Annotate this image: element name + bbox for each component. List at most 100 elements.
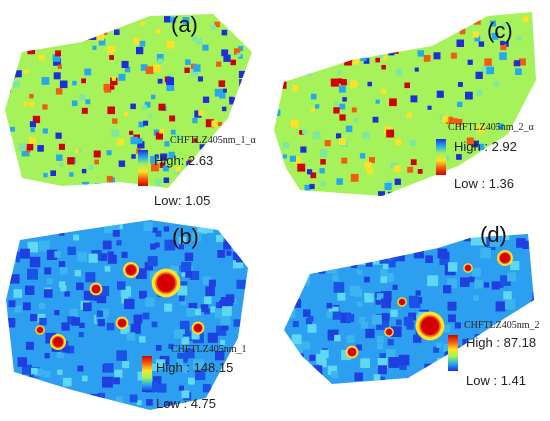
raster-cell	[282, 154, 287, 159]
raster-cell	[6, 318, 16, 328]
raster-cell	[531, 309, 534, 320]
raster-cell	[499, 52, 507, 60]
raster-cell	[38, 240, 50, 252]
raster-cell	[15, 51, 20, 56]
raster-cell	[431, 378, 439, 384]
raster-cell	[320, 159, 326, 165]
raster-cell	[332, 274, 339, 281]
raster-cell	[304, 252, 311, 259]
legend-a-layer-name: CHFTLZ405nm_1_α	[170, 135, 256, 146]
raster-cell	[241, 153, 247, 159]
raster-cell	[341, 157, 348, 164]
raster-cell	[291, 276, 297, 283]
raster-cell	[289, 234, 295, 239]
raster-cell	[56, 351, 64, 359]
raster-cell	[284, 351, 295, 363]
raster-cell	[404, 82, 410, 89]
map-panel-a	[5, 14, 261, 188]
raster-cell	[166, 77, 174, 85]
raster-cell	[445, 235, 451, 241]
raster-cell	[85, 272, 96, 283]
raster-cell	[442, 324, 451, 333]
raster-cell	[150, 243, 157, 250]
raster-cell	[79, 33, 87, 41]
raster-cell	[472, 267, 481, 277]
raster-cell	[226, 299, 234, 306]
raster-cell	[59, 266, 68, 275]
raster-cell	[50, 170, 56, 176]
raster-cell	[155, 132, 163, 140]
raster-cell	[236, 52, 241, 57]
raster-cell	[221, 49, 229, 57]
raster-cell	[532, 291, 534, 301]
raster-cell	[25, 341, 34, 350]
legend-b-color-ramp	[142, 356, 152, 392]
raster-cell	[116, 350, 127, 361]
raster-cell	[242, 178, 250, 186]
hotspot	[348, 348, 356, 356]
raster-cell	[299, 275, 311, 286]
raster-cell	[286, 309, 296, 319]
legend-b-high: High : 148.15	[156, 360, 234, 375]
raster-cell	[100, 308, 109, 317]
raster-cell	[417, 169, 423, 174]
raster-cell	[117, 138, 124, 146]
raster-cell	[37, 145, 44, 152]
raster-cell	[414, 67, 419, 72]
raster-cell	[495, 362, 503, 371]
raster-cell	[85, 99, 91, 105]
raster-cell	[25, 285, 35, 295]
raster-cell	[304, 21, 309, 27]
raster-cell	[309, 183, 315, 190]
raster-cell	[221, 29, 228, 36]
raster-cell	[89, 33, 97, 40]
raster-cell	[229, 96, 234, 102]
raster-cell	[72, 413, 82, 421]
raster-cell	[46, 249, 58, 260]
raster-cell	[384, 182, 392, 191]
raster-cell	[343, 21, 350, 28]
raster-cell	[79, 94, 86, 101]
raster-cell	[464, 234, 471, 242]
raster-cell	[121, 60, 129, 68]
raster-cell	[55, 50, 61, 57]
raster-cell	[111, 76, 116, 81]
raster-cell	[244, 165, 250, 171]
raster-cell	[30, 314, 38, 322]
raster-cell	[145, 66, 154, 75]
raster-cell	[180, 299, 186, 306]
raster-cell	[250, 34, 252, 41]
raster-cell	[158, 103, 166, 111]
raster-cell	[437, 358, 445, 365]
raster-cell	[521, 309, 527, 315]
raster-cell	[522, 16, 529, 23]
raster-cell	[316, 353, 326, 364]
legend-c-color-ramp	[436, 139, 446, 175]
raster-cell	[508, 355, 514, 361]
raster-cell	[439, 115, 445, 120]
raster-cell	[337, 70, 342, 75]
raster-cell	[97, 318, 105, 327]
raster-cell	[6, 150, 11, 155]
raster-cell	[208, 279, 216, 287]
raster-cell	[168, 343, 174, 349]
raster-cell	[185, 271, 192, 278]
raster-cell	[151, 163, 159, 172]
raster-cell	[138, 121, 145, 128]
raster-cell	[294, 365, 301, 372]
raster-cell	[184, 252, 194, 261]
raster-cell	[501, 22, 507, 28]
raster-cell	[38, 54, 45, 61]
raster-cell	[380, 276, 387, 283]
raster-cell	[255, 116, 261, 122]
raster-cell	[253, 60, 259, 66]
raster-cell	[336, 133, 342, 139]
panel-label-c: (c)	[487, 18, 513, 43]
raster-cell	[93, 292, 102, 301]
raster-cell	[21, 148, 30, 157]
raster-cell	[152, 227, 158, 233]
raster-cell	[304, 184, 311, 191]
raster-cell	[325, 27, 333, 36]
legend-a-low: Low: 1.05	[154, 193, 211, 208]
raster-cell	[336, 178, 343, 185]
